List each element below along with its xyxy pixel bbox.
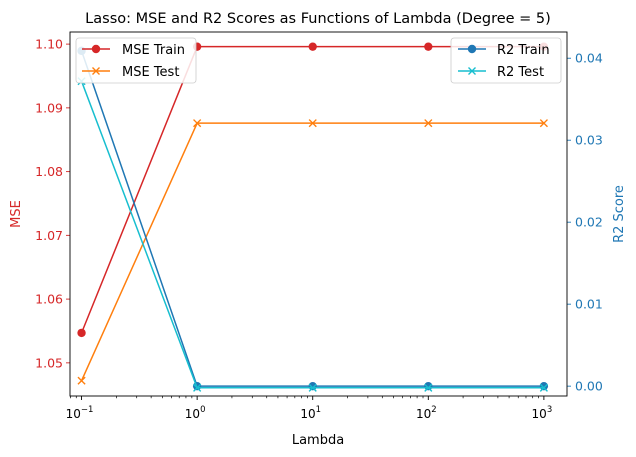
y-tick-label-left: 1.06 [35,292,63,307]
data-point-r2-test [308,383,317,392]
x-tick-label-exponent: 2 [431,405,436,415]
data-point-r2-test [193,383,202,392]
y-axis-label-right: R2 Score [612,185,627,243]
x-tick-label-base: 10 [66,407,81,421]
x-tick-label: 102 [416,405,437,421]
y-tick-label-left: 1.09 [35,100,63,115]
x-tick-label-base: 10 [416,407,431,421]
x-tick-label-exponent: 0 [200,405,205,415]
y-tick-label-right: 0.03 [575,133,603,148]
x-tick-label: 100 [185,405,206,421]
legend-marker-x-icon [92,67,100,75]
data-point-mse-test [539,119,548,128]
x-tick-label: 103 [532,405,553,421]
chart-title: Lasso: MSE and R2 Scores as Functions of… [85,11,551,27]
data-point-mse-test [77,376,86,385]
y-tick-label-left: 1.07 [35,228,63,243]
x-tick-label-exponent: 1 [316,405,321,415]
data-point-mse-train [308,42,317,51]
x-tick-label-base: 10 [185,407,200,421]
data-point-r2-test [539,383,548,392]
data-point-r2-train [539,381,549,391]
x-axis-label: Lambda [292,433,344,448]
y-tick-label-right: 0.00 [575,379,603,394]
legend-entry-mse-test: MSE Test [122,65,179,80]
data-point-mse-test [424,119,433,128]
y-tick-label-right: 0.01 [575,297,603,312]
x-tick-label-exponent: −1 [81,405,94,415]
data-point-r2-train [308,381,317,391]
data-point-mse-train [77,328,86,338]
x-tick-label-base: 10 [300,407,315,421]
legend-entry-r2-test: R2 Test [497,65,544,80]
legend-right: R2 Train R2 Test [450,37,562,84]
x-tick-label: 10−1 [66,405,94,421]
legend-marker-circle-icon [467,44,477,54]
y-tick-label-right: 0.02 [575,215,603,230]
x-tick-label-base: 10 [532,407,547,421]
plot-frame [69,31,568,397]
y-tick-label-right: 0.04 [575,51,603,66]
legend-entry-r2-train: R2 Train [497,43,550,58]
data-point-mse-test [193,119,202,128]
legend-left: MSE Train MSE Test [75,37,197,84]
data-point-mse-train [424,42,433,51]
data-point-r2-train [424,381,433,391]
y-tick-label-left: 1.08 [35,164,63,179]
x-tick-label: 101 [300,405,321,421]
y-axis-label-left: MSE [9,200,24,228]
y-tick-label-left: 1.05 [35,355,63,370]
legend-entry-mse-train: MSE Train [122,43,185,58]
x-tick-label-exponent: 3 [547,405,552,415]
data-point-r2-test [424,383,433,392]
data-point-mse-test [308,119,317,128]
legend-marker-circle-icon [91,44,101,54]
legend-marker-x-icon [468,67,476,75]
y-tick-label-left: 1.10 [35,37,63,52]
